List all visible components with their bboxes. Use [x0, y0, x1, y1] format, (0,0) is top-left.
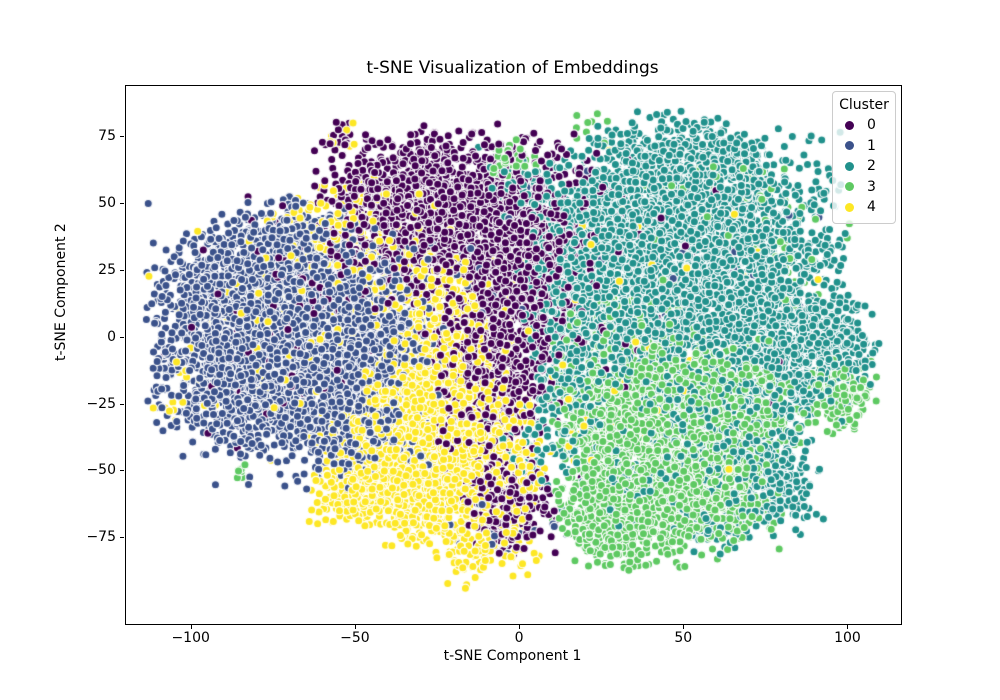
legend-item: 0: [833, 115, 895, 136]
x-tick-mark: [847, 625, 849, 629]
legend: Cluster 0 1 2 3 4: [832, 91, 896, 224]
x-tick-label: 100: [834, 630, 861, 646]
x-tick-label: 0: [514, 630, 524, 646]
chart-title: t-SNE Visualization of Embeddings: [366, 58, 659, 78]
legend-items: 0 1 2 3 4: [833, 115, 895, 218]
legend-marker-dot: [845, 141, 854, 151]
legend-item-label: 0: [867, 117, 876, 134]
x-tick-mark: [683, 625, 685, 629]
legend-item: 2: [833, 156, 895, 177]
legend-marker-dot: [845, 202, 854, 212]
x-tick-mark: [354, 625, 356, 629]
y-tick-mark: [120, 135, 124, 137]
y-axis-label: t-SNE Component 2: [53, 223, 69, 361]
y-tick-mark: [120, 202, 124, 204]
legend-item-label: 4: [867, 199, 876, 216]
y-tick-label: 75: [98, 127, 116, 144]
legend-marker-dot: [845, 161, 854, 171]
scatter-canvas: [126, 86, 901, 624]
legend-marker-dot: [845, 120, 854, 130]
y-tick-mark: [120, 269, 124, 271]
x-tick-label: −50: [340, 630, 370, 646]
x-tick-label: −100: [171, 630, 210, 646]
legend-item: 1: [833, 136, 895, 157]
legend-item: 3: [833, 177, 895, 198]
legend-marker-dot: [845, 182, 854, 192]
x-tick-mark: [190, 625, 192, 629]
y-tick-mark: [120, 336, 124, 338]
x-tick-label: 50: [674, 630, 693, 646]
legend-title: Cluster: [839, 97, 889, 113]
y-tick-label: 25: [98, 261, 116, 278]
y-tick-mark: [120, 403, 124, 405]
y-tick-label: −75: [86, 529, 116, 546]
y-tick-mark: [120, 470, 124, 472]
legend-item-label: 1: [867, 137, 876, 154]
legend-item-label: 3: [867, 178, 876, 195]
legend-item: 4: [833, 197, 895, 218]
y-tick-label: 0: [107, 328, 116, 345]
x-tick-mark: [519, 625, 521, 629]
y-tick-mark: [120, 537, 124, 539]
y-tick-label: −25: [86, 395, 116, 412]
plot-area: [125, 85, 902, 625]
y-tick-label: 50: [98, 194, 116, 211]
legend-item-label: 2: [867, 158, 876, 175]
y-tick-label: −50: [86, 462, 116, 479]
x-axis-label: t-SNE Component 1: [443, 648, 582, 664]
